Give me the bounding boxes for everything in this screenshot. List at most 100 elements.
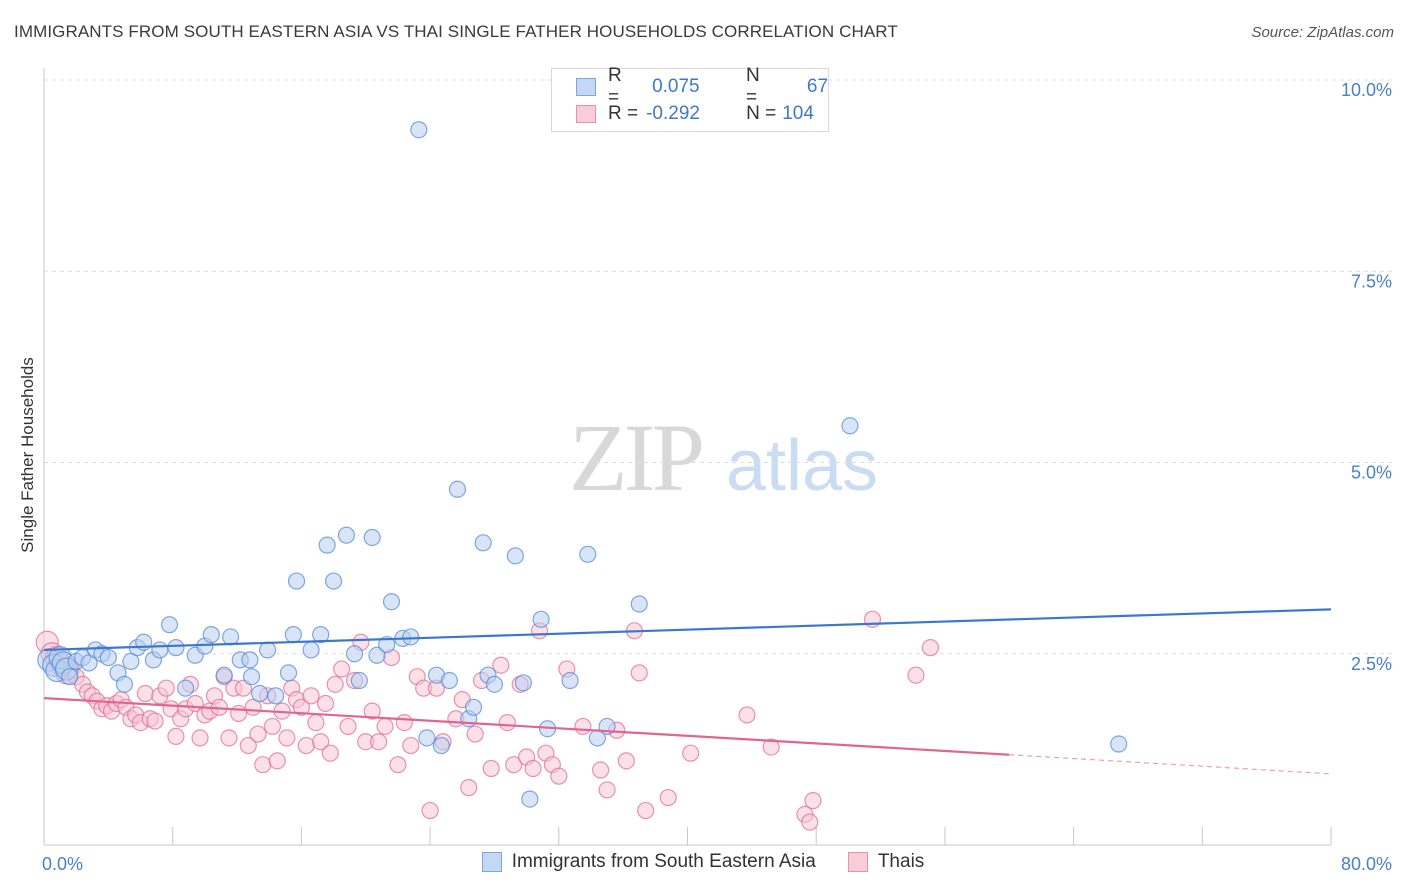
sea-point <box>514 674 533 692</box>
legend-row-sea: R = 0.075 N = 67 <box>576 65 828 108</box>
thais-point <box>297 736 315 755</box>
series-legend-sea[interactable]: Immigrants from South Eastern Asia <box>481 851 816 873</box>
watermark: ZIP atlas <box>569 404 878 511</box>
sea-point <box>324 572 343 590</box>
sea-point <box>363 528 381 547</box>
sea-point <box>1110 735 1128 753</box>
thais-point <box>167 727 185 745</box>
thais-point <box>466 725 484 743</box>
source-credit: Source: ZipAtlas.com <box>1251 24 1394 41</box>
trend-lines <box>43 608 1332 775</box>
sea-point <box>250 684 269 703</box>
sea-point <box>160 616 179 634</box>
legend-r-label: R = <box>608 103 639 124</box>
sea-point <box>418 729 436 747</box>
thais-point <box>239 736 257 755</box>
sea-point <box>302 641 320 659</box>
thais-point <box>598 781 616 799</box>
sea-points <box>37 121 1128 808</box>
correlation-legend: R = 0.075 N = 67 R = -0.292 N = 104 <box>551 65 829 132</box>
thais-point <box>230 704 248 723</box>
thais-point <box>682 744 700 762</box>
legend-r-value: -0.292 <box>646 103 700 124</box>
thais-point <box>136 684 154 703</box>
sea-point <box>402 628 420 646</box>
thais-point <box>659 788 677 807</box>
thais-point <box>302 687 320 705</box>
gridlines <box>44 79 1392 655</box>
thais-trend-extension <box>1009 754 1332 775</box>
watermark-zip: ZIP <box>569 404 702 511</box>
thais-point <box>220 729 238 747</box>
thais-point <box>370 733 388 751</box>
sea-point <box>287 572 306 590</box>
sea-point <box>630 595 648 613</box>
sea-point <box>222 628 240 646</box>
y-tick-label: 5.0% <box>1351 463 1392 483</box>
sea-point <box>259 641 277 659</box>
thais-point <box>249 725 267 743</box>
thais-point <box>637 801 655 820</box>
thais-point <box>505 756 523 774</box>
thais-point <box>738 706 756 724</box>
series-swatch-sea <box>481 852 502 872</box>
sea-point <box>382 593 401 611</box>
thais-point <box>801 813 819 831</box>
sea-point <box>841 417 859 435</box>
legend-r-label: R = <box>607 65 622 108</box>
thais-point <box>592 761 610 779</box>
legend-swatch-sea <box>576 78 596 96</box>
axes <box>43 68 1332 846</box>
sea-trend-line <box>43 608 1332 652</box>
thais-point <box>363 702 381 720</box>
sea-point <box>115 675 134 693</box>
thais-point <box>498 713 516 732</box>
thais-point <box>921 639 940 657</box>
chart-title: IMMIGRANTS FROM SOUTH EASTERN ASIA VS TH… <box>14 22 898 41</box>
sea-point <box>378 635 396 654</box>
sea-point <box>122 652 140 671</box>
sea-point <box>410 121 428 139</box>
sea-point <box>448 480 467 498</box>
thais-point <box>482 759 500 778</box>
thais-point <box>191 729 209 747</box>
thais-point <box>312 733 330 751</box>
y-tick-label: 7.5% <box>1351 271 1392 291</box>
sea-point <box>284 626 302 644</box>
sea-point <box>337 526 356 544</box>
legend-n-value: 104 <box>782 103 814 124</box>
series-swatch-thais <box>847 852 868 872</box>
sea-point <box>440 671 459 690</box>
thais-point <box>574 717 592 736</box>
sea-point <box>532 610 550 628</box>
legend-row-thais: R = -0.292 N = 104 <box>576 102 820 126</box>
sea-point <box>561 671 579 690</box>
sea-point <box>176 679 195 697</box>
thais-point <box>550 767 568 785</box>
sea-point <box>521 790 539 808</box>
thais-point <box>321 744 339 762</box>
sea-point <box>167 639 185 657</box>
thais-point <box>263 717 282 736</box>
thais-point <box>146 712 164 730</box>
thais-point <box>376 717 394 736</box>
thais-point <box>339 717 357 736</box>
thais-point <box>292 698 310 716</box>
thais-point <box>333 660 351 678</box>
sea-point <box>267 687 285 705</box>
watermark-atlas: atlas <box>726 426 878 506</box>
sea-point <box>350 671 368 690</box>
thais-point <box>316 694 335 713</box>
thais-point <box>804 792 822 810</box>
thais-point <box>402 736 420 755</box>
sea-point <box>579 545 597 563</box>
sea-point <box>368 646 386 664</box>
sea-point <box>99 648 117 667</box>
thais-point <box>762 738 780 756</box>
sea-point <box>432 736 450 755</box>
series-legend-thais[interactable]: Thais <box>847 851 924 873</box>
y-tick-label: 10.0% <box>1341 80 1392 100</box>
legend-n-label: N = <box>745 65 760 108</box>
sea-point <box>151 641 169 659</box>
